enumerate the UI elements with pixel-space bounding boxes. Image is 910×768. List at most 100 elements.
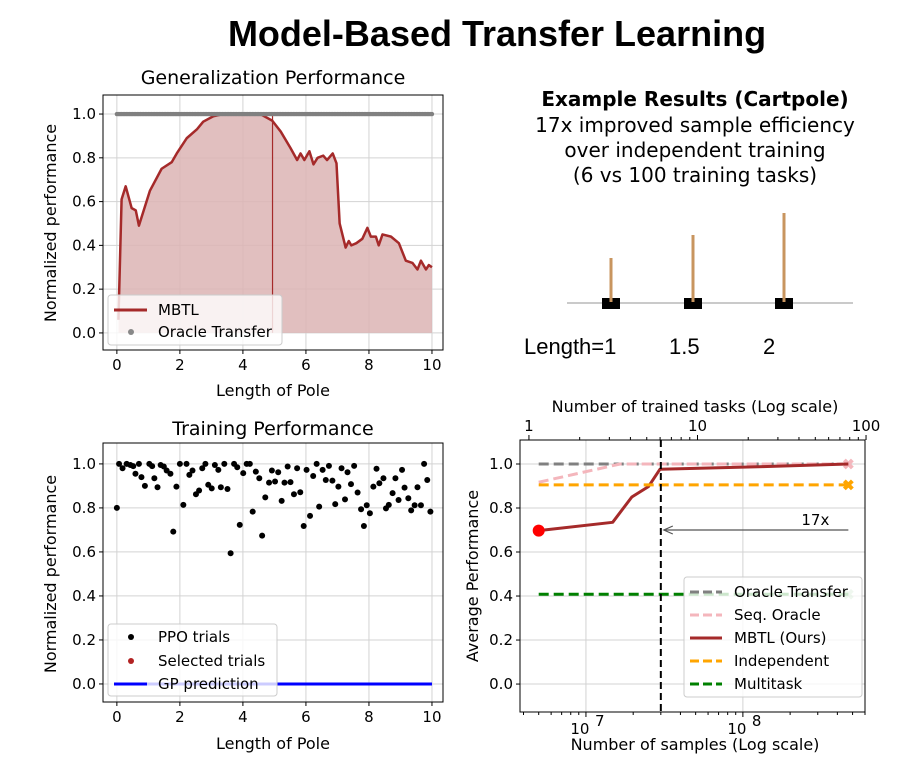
ppo-trial-point [167,470,174,477]
legend-oracle-label: Oracle Transfer [158,323,273,341]
ppo-trial-point [421,460,428,467]
cart-3 [775,298,793,309]
legend-ppo-label: PPO trials [158,628,230,646]
ppo-trial-point [313,460,320,467]
legend-seq-oracle-label: Seq. Oracle [734,606,821,624]
legend-oracle-swatch [128,329,134,335]
ppo-trial-point [132,470,139,477]
ppo-trial-point [149,463,156,470]
cartpole-label-3: 2 [763,334,775,359]
chart-title: Generalization Performance [141,67,406,89]
ppo-trial-point [385,501,392,508]
legend-selected-swatch [128,658,134,664]
y-tick-label: 0.0 [72,675,96,693]
mbtl-area [118,114,432,333]
ppo-trial-point [138,474,145,481]
ppo-trial-point [300,522,307,529]
ppo-trial-point [176,460,183,467]
ppo-trial-point [240,470,247,477]
ppo-trial-point [275,469,282,476]
figure-title: Model-Based Transfer Learning [228,13,766,54]
ppo-trial-point [217,484,224,491]
x-tick-label: 8 [364,708,374,726]
y-tick-label: 0.6 [489,543,513,561]
ppo-trial-point [113,504,120,511]
plot-frame [102,442,444,703]
x-tick-label: 4 [238,356,248,374]
example-results: Example Results (Cartpole) 17x improved … [535,87,855,187]
ppo-trial-point [227,550,234,557]
ppo-trial-point [173,483,180,490]
ppo-trial-point [338,465,345,472]
ppo-trial-point [256,475,263,482]
ppo-trial-point [262,494,269,501]
cart-1 [602,298,620,309]
x-tick-exponent: 7 [595,712,605,730]
legend-mbtl-label: MBTL (Ours) [734,629,827,647]
ppo-trial-point [360,522,367,529]
ppo-trial-point [399,466,406,473]
ppo-trial-point [358,506,365,513]
legend-ppo-swatch [128,634,134,640]
oracle-transfer-point [429,111,435,117]
x-tick-label: 10 [570,720,589,738]
ppo-trial-point [303,466,310,473]
training-performance-chart: Training Performance Length of Pole Norm… [41,418,444,753]
ppo-trial-point [154,484,161,491]
ppo-trial-point [287,479,294,486]
plot-frame [102,94,444,351]
ppo-trial-point [211,462,218,469]
generalization-performance-chart: Generalization Performance Length of Pol… [41,67,444,400]
ppo-trial-point [414,484,421,491]
ppo-trial-point [329,477,336,484]
seq-oracle-line [538,462,849,484]
ppo-trial-point [189,467,196,474]
ppo-trial-point [294,465,301,472]
plot-frame [519,439,866,713]
ppo-trial-point [284,463,291,470]
x-axis-label: Length of Pole [216,381,330,400]
ppo-trial-point [135,460,142,467]
ppo-trial-point [130,463,137,470]
ppo-trial-point [236,521,243,528]
ppo-trial-point [325,462,332,469]
ppo-trial-point [170,528,177,535]
ppo-trial-point [351,462,358,469]
ppo-trial-point [424,476,431,483]
ppo-trial-point [141,482,148,489]
ppo-trial-point [316,503,323,510]
ppo-trial-point [249,508,256,515]
y-axis-label: Average Performance [463,490,482,662]
y-tick-label: 0.4 [72,587,96,605]
y-tick-label: 0.2 [72,280,96,298]
ppo-trial-point [332,501,339,508]
ppo-trial-point [395,496,402,503]
ppo-trial-point [281,479,288,486]
ppo-trial-point [354,489,361,496]
y-axis-label: Normalized performance [41,124,60,322]
x-tick-label: 0 [112,708,122,726]
cart-2 [684,298,702,309]
y-tick-label: 0.4 [489,587,513,605]
ppo-trial-point [199,465,206,472]
x-tick-label: 0 [112,356,122,374]
example-line-2: over independent training [564,138,825,162]
ppo-trial-point [116,460,123,467]
legend-multitask-label: Multitask [734,675,803,693]
ppo-trial-point [408,507,415,514]
ppo-trial-point [405,495,412,502]
top-x-axis-label: Number of trained tasks (Log scale) [552,397,839,416]
ppo-trial-point [221,460,228,467]
ppo-trial-point [380,475,387,482]
cartpole-label-1: Length=1 [524,334,616,359]
mbtl-ours-line [538,462,849,533]
x-tick-label: 4 [238,708,248,726]
legend-mbtl-label: MBTL [158,301,199,319]
x-tick-label: 6 [301,708,311,726]
ppo-trial-point [401,484,408,491]
ppo-trial-point [290,491,297,498]
y-tick-label: 1.0 [72,455,96,473]
ppo-trial-point [342,496,349,503]
legend-box [683,576,863,698]
